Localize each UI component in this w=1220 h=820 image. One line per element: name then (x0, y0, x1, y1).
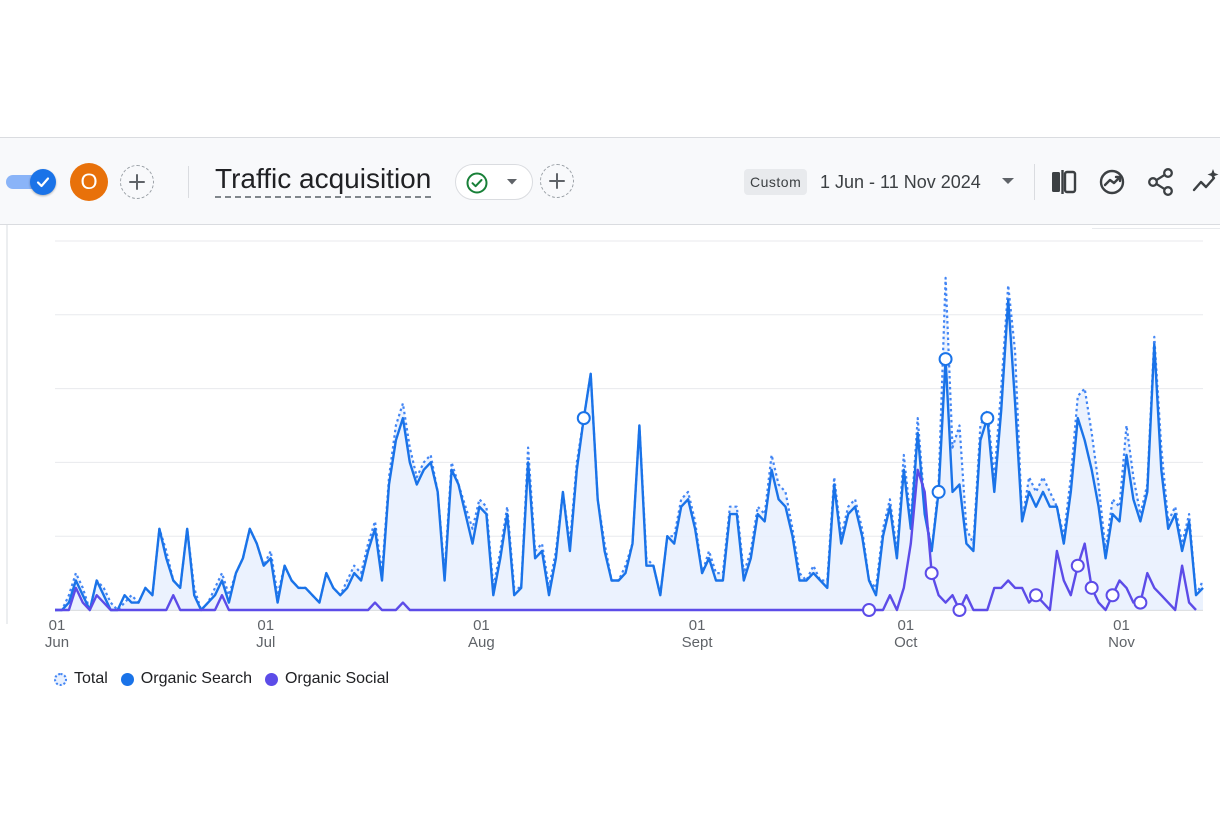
compare-icon[interactable] (1048, 166, 1080, 198)
plus-icon (129, 174, 145, 190)
x-tick-day: 01 (1113, 617, 1130, 634)
data-point-marker (980, 411, 995, 426)
report-toolbar: O Traffic acquisition Custom 1 Jun - 11 … (0, 137, 1220, 225)
right-panel-edge (1092, 224, 1220, 229)
data-point-marker (576, 411, 591, 426)
x-tick-month: Jul (256, 634, 275, 651)
toggle-check-icon (36, 177, 50, 188)
legend-swatch-total (54, 672, 67, 686)
add-filter-button[interactable] (540, 164, 574, 198)
legend-label-total: Total (74, 670, 108, 687)
toggle-knob (30, 169, 56, 195)
data-point-marker (1084, 580, 1099, 595)
toolbar-divider (188, 166, 189, 198)
data-point-marker (924, 566, 939, 581)
x-tick-day: 01 (49, 617, 66, 634)
legend-swatch-organic-social (264, 672, 278, 686)
chart-legend: Total Organic Search Organic Social (54, 668, 402, 690)
data-point-marker (1029, 588, 1044, 603)
legend-label-organic-social: Organic Social (284, 670, 390, 687)
legend-swatch-organic-search (120, 672, 134, 686)
series-line-organic-social (55, 468, 1197, 612)
x-tick-day: 01 (897, 617, 914, 634)
toolbar-divider (1034, 164, 1035, 200)
x-tick-day: 01 (473, 617, 490, 634)
add-comparison-button[interactable] (120, 165, 154, 199)
data-point-marker (931, 484, 946, 499)
date-preset-badge[interactable]: Custom (744, 169, 808, 195)
page-title[interactable]: Traffic acquisition (215, 163, 432, 198)
series-area-total (55, 277, 1203, 610)
data-point-marker (1070, 558, 1085, 573)
check-circle-icon (466, 172, 488, 194)
x-tick-month: Nov (1108, 634, 1135, 651)
x-tick-month: Jun (45, 634, 69, 651)
x-tick-month: Aug (468, 634, 495, 651)
legend-item-total[interactable]: Total (54, 670, 108, 688)
data-point-marker (938, 352, 953, 367)
comparison-toggle[interactable] (6, 169, 56, 195)
share-icon[interactable] (1145, 166, 1177, 198)
data-point-marker (1133, 595, 1148, 610)
legend-item-organic-search[interactable]: Organic Search (120, 670, 252, 688)
series-line-organic-search (55, 298, 1204, 612)
data-point-marker (1105, 588, 1120, 603)
data-point-marker (952, 603, 967, 617)
date-range-selector[interactable]: 1 Jun - 11 Nov 2024 (820, 172, 981, 192)
legend-item-organic-social[interactable]: Organic Social (264, 670, 390, 688)
data-point-marker (862, 603, 877, 617)
legend-label-organic-search: Organic Search (140, 670, 252, 687)
caret-down-icon[interactable] (1001, 176, 1015, 186)
insights-icon[interactable] (1097, 166, 1129, 198)
plus-icon (549, 173, 565, 189)
x-tick-day: 01 (257, 617, 274, 634)
caret-down-icon (507, 179, 517, 185)
traffic-chart: 01 Jun 01 Jul 01 Aug 01 Sept 01 Oct 01 Nov (0, 224, 1220, 690)
sparkle-trend-icon[interactable] (1192, 166, 1220, 198)
report-status-dropdown[interactable] (455, 164, 533, 200)
x-tick-day: 01 (689, 617, 706, 634)
x-tick-month: Sept (682, 634, 714, 651)
avatar[interactable]: O (70, 163, 108, 201)
x-tick-month: Oct (894, 634, 918, 651)
